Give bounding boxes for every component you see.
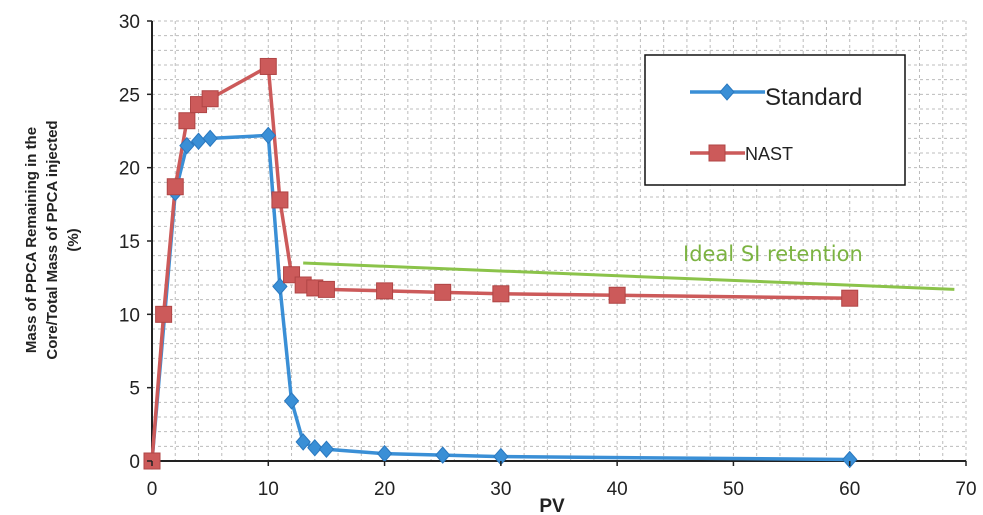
data-point-nast xyxy=(317,280,335,298)
y-axis-label-line-3: (%) xyxy=(65,228,82,251)
data-point-standard xyxy=(190,132,207,151)
x-tick-label: 20 xyxy=(374,479,395,500)
y-tick-label: 10 xyxy=(119,305,140,326)
y-tick-label: 0 xyxy=(129,452,140,473)
y-tick-label: 25 xyxy=(119,85,140,106)
y-tick-label: 20 xyxy=(119,159,140,180)
x-tick-label: 70 xyxy=(955,479,976,500)
data-point-standard xyxy=(260,126,276,145)
data-point-nast xyxy=(178,112,196,130)
annotation-layer xyxy=(303,261,955,291)
data-point-nast xyxy=(608,286,626,304)
x-tick-label: 50 xyxy=(723,479,744,500)
data-point-standard xyxy=(435,446,451,464)
legend-nast-label: NAST xyxy=(745,144,793,164)
data-point-nast xyxy=(166,178,184,196)
x-tick-label: 30 xyxy=(490,479,511,500)
x-tick-label: 60 xyxy=(839,479,860,500)
data-point-nast xyxy=(155,305,173,323)
y-tick-label: 30 xyxy=(119,12,140,33)
data-point-standard xyxy=(295,433,311,451)
data-point-standard xyxy=(307,439,323,457)
y-tick-label: 15 xyxy=(119,232,140,253)
y-axis-label-line-1: Mass of PPCA Remaining in the xyxy=(23,127,40,353)
tick-labels: 0 5 10 15 20 25 30 0 10 20 30 40 50 60 70 xyxy=(119,12,977,500)
data-point-standard xyxy=(318,440,335,459)
y-axis-label-line-2: Core/Total Mass of PPCA injected xyxy=(44,120,61,359)
data-point-nast xyxy=(492,285,510,303)
data-point-nast xyxy=(271,191,289,209)
ideal-si-retention-label: Ideal SI retention xyxy=(683,242,863,266)
x-tick-label: 40 xyxy=(607,479,628,500)
data-point-nast xyxy=(434,283,452,301)
data-point-standard xyxy=(842,450,858,469)
data-point-standard xyxy=(283,392,300,410)
data-point-nast xyxy=(841,289,859,307)
legend: Standard NAST xyxy=(644,54,906,186)
data-point-nast xyxy=(259,57,277,75)
data-point-standard xyxy=(376,444,393,463)
x-axis-label: PV xyxy=(539,496,565,515)
data-point-standard xyxy=(202,129,218,148)
x-tick-label: 0 xyxy=(147,479,158,500)
x-tick-label: 10 xyxy=(258,479,279,500)
data-point-nast xyxy=(201,90,219,108)
data-point-standard xyxy=(179,136,195,155)
legend-standard-marker xyxy=(719,83,735,101)
y-tick-label: 5 xyxy=(129,379,140,400)
legend-nast-swatch xyxy=(690,144,745,162)
legend-standard-swatch xyxy=(690,83,765,101)
ideal-si-retention-line xyxy=(303,261,955,291)
data-point-nast xyxy=(376,282,394,300)
legend-nast-marker xyxy=(708,144,726,162)
legend-box xyxy=(644,54,906,186)
legend-standard-label: Standard xyxy=(765,84,862,111)
series-layer xyxy=(143,57,859,470)
